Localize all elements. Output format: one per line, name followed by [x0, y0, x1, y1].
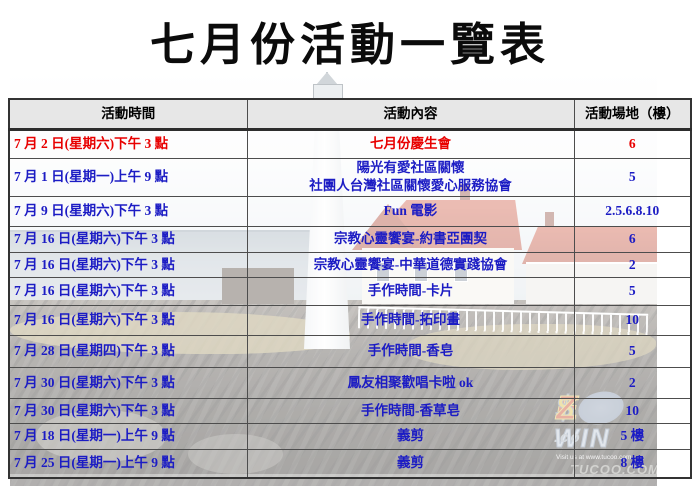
time-cell: 7 月 28 日(星期四)下午 3 點 — [8, 334, 248, 368]
time-cell: 7 月 9 日(星期六)下午 3 點 — [8, 195, 248, 227]
lighthouse-cap — [316, 72, 338, 85]
table-row: 7 月 28 日(星期四)下午 3 點 手作時間-香皂 5 — [8, 334, 692, 368]
header-content: 活動內容 — [246, 98, 575, 131]
venue-cell: 10 — [573, 304, 692, 336]
venue-cell: 6 — [573, 128, 692, 159]
venue-cell: 10 — [573, 397, 692, 424]
header-time: 活動時間 — [8, 98, 248, 131]
table-row: 7 月 1 日(星期一)上午 9 點 陽光有愛社區關懷 社團人台灣社區關懷愛心服… — [8, 157, 692, 197]
time-cell: 7 月 2 日(星期六)下午 3 點 — [8, 128, 248, 159]
table-row: 7 月 16 日(星期六)下午 3 點 手作時間-拓印畫 10 — [8, 304, 692, 336]
content-line-2: 社團人台灣社區關懷愛心服務協會 — [309, 178, 512, 193]
venue-cell: 5 — [573, 334, 692, 368]
header-row: 活動時間 活動內容 活動場地（樓） — [8, 98, 692, 131]
time-cell: 7 月 18 日(星期一)上午 9 點 — [8, 422, 248, 450]
time-cell: 7 月 16 日(星期六)下午 3 點 — [8, 304, 248, 336]
page-title: 七月份活動一覽表 — [149, 20, 550, 70]
venue-cell: 5 — [573, 276, 692, 306]
time-cell: 7 月 30 日(星期六)下午 3 點 — [8, 397, 248, 424]
table-row: 7 月 2 日(星期六)下午 3 點 七月份慶生會 6 — [8, 128, 692, 159]
venue-cell: 2 — [573, 366, 692, 399]
table-row: 7 月 16 日(星期六)下午 3 點 手作時間-卡片 5 — [8, 276, 692, 306]
content-cell: 義剪 — [246, 422, 575, 450]
venue-cell: 2 — [573, 251, 692, 278]
table-row: 7 月 16 日(星期六)下午 3 點 宗教心靈饗宴-中華道德實踐協會 2 — [8, 251, 692, 278]
content-cell: 鳳友相聚歡唱卡啦 ok — [246, 366, 575, 399]
content-cell: Fun 電影 — [246, 195, 575, 227]
table-row: 7 月 18 日(星期一)上午 9 點 義剪 5 樓 — [8, 422, 692, 450]
header-venue: 活動場地（樓） — [573, 98, 692, 131]
content-cell: 手作時間-香皂 — [246, 334, 575, 368]
content-cell: 宗教心靈饗宴-中華道德實踐協會 — [246, 251, 575, 278]
table-row: 7 月 30 日(星期六)下午 3 點 手作時間-香草皂 10 — [8, 397, 692, 424]
time-cell: 7 月 16 日(星期六)下午 3 點 — [8, 251, 248, 278]
time-cell: 7 月 16 日(星期六)下午 3 點 — [8, 225, 248, 253]
time-cell: 7 月 25 日(星期一)上午 9 點 — [8, 448, 248, 479]
content-cell: 陽光有愛社區關懷 社團人台灣社區關懷愛心服務協會 — [246, 157, 575, 197]
venue-cell: 2.5.6.8.10 — [573, 195, 692, 227]
table-row: 7 月 25 日(星期一)上午 9 點 義剪 8 樓 — [8, 448, 692, 479]
content-cell: 宗教心靈饗宴-約書亞團契 — [246, 225, 575, 253]
activity-table: 活動時間 活動內容 活動場地（樓） 7 月 2 日(星期六)下午 3 點 七月份… — [8, 98, 692, 479]
time-cell: 7 月 1 日(星期一)上午 9 點 — [8, 157, 248, 197]
venue-cell: 5 — [573, 157, 692, 197]
content-cell: 七月份慶生會 — [246, 128, 575, 159]
venue-cell: 6 — [573, 225, 692, 253]
table-row: 7 月 16 日(星期六)下午 3 點 宗教心靈饗宴-約書亞團契 6 — [8, 225, 692, 253]
time-cell: 7 月 30 日(星期六)下午 3 點 — [8, 366, 248, 399]
table-row: 7 月 30 日(星期六)下午 3 點 鳳友相聚歡唱卡啦 ok 2 — [8, 366, 692, 399]
content-cell: 手作時間-香草皂 — [246, 397, 575, 424]
content-line-1: 陽光有愛社區關懷 — [356, 160, 465, 175]
time-cell: 7 月 16 日(星期六)下午 3 點 — [8, 276, 248, 306]
content-cell: 手作時間-卡片 — [246, 276, 575, 306]
content-cell: 手作時間-拓印畫 — [246, 304, 575, 336]
venue-cell: 8 樓 — [573, 448, 692, 479]
content-cell: 義剪 — [246, 448, 575, 479]
table-row: 7 月 9 日(星期六)下午 3 點 Fun 電影 2.5.6.8.10 — [8, 195, 692, 227]
venue-cell: 5 樓 — [573, 422, 692, 450]
